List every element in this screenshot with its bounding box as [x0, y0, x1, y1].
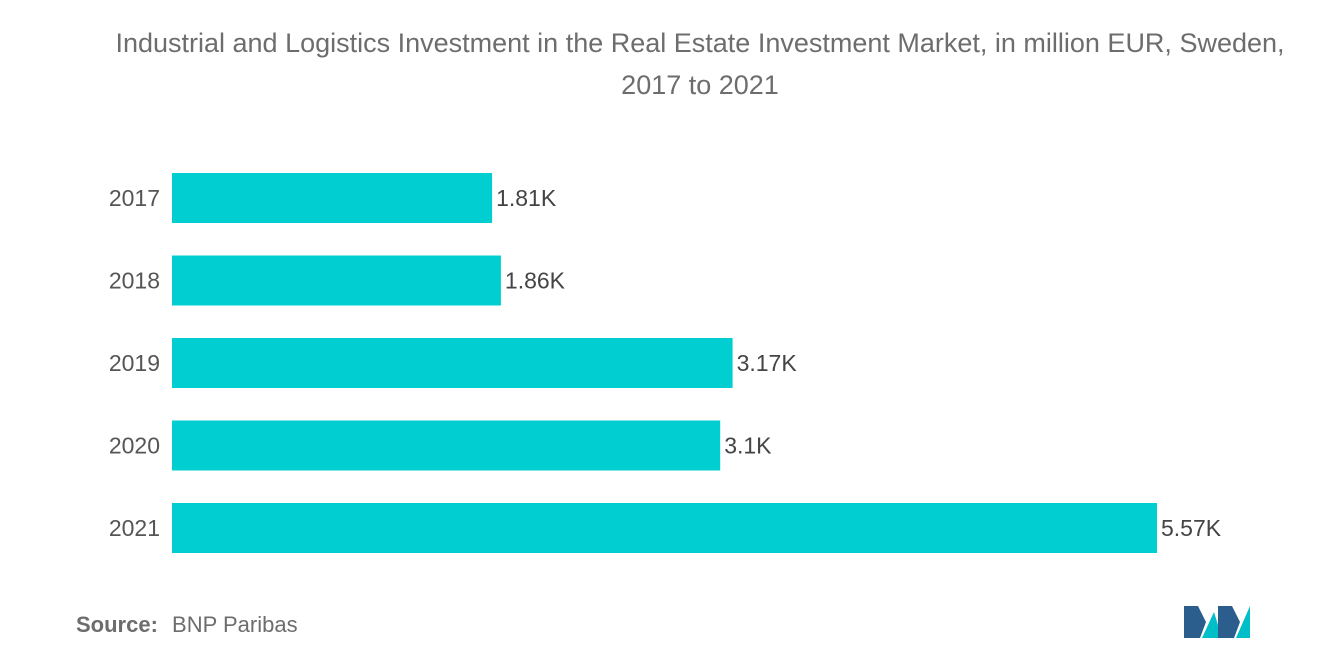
- y-tick-label-2018: 2018: [109, 268, 160, 294]
- data-label-2019: 3.17K: [737, 350, 798, 376]
- chart-title: Industrial and Logistics Investment in t…: [115, 28, 1285, 100]
- data-labels: 1.81K 1.86K 3.17K 3.1K 5.57K: [496, 185, 1222, 541]
- data-label-2017: 1.81K: [496, 185, 557, 211]
- y-tick-label-2020: 2020: [109, 433, 160, 459]
- data-label-2018: 1.86K: [505, 268, 566, 294]
- bar-2019: [172, 338, 733, 388]
- bar-2017: [172, 173, 493, 223]
- logo-shape-left: [1184, 606, 1206, 638]
- bars-group: [172, 173, 1157, 553]
- source-label: Source:: [76, 612, 158, 637]
- data-label-2020: 3.1K: [724, 433, 772, 459]
- bar-2018: [172, 255, 501, 306]
- y-tick-label-2021: 2021: [109, 515, 160, 541]
- logo-shape-mid-right: [1218, 606, 1240, 638]
- bar-2021: [172, 503, 1157, 553]
- mordor-intelligence-logo-icon: [1184, 606, 1250, 638]
- y-tick-label-2017: 2017: [109, 185, 160, 211]
- logo-shape-right: [1236, 606, 1250, 638]
- data-label-2021: 5.57K: [1161, 515, 1222, 541]
- y-axis-ticks: 2017 2018 2019 2020 2021: [109, 185, 160, 541]
- logo-shape-mid: [1202, 612, 1222, 638]
- y-tick-label-2019: 2019: [109, 350, 160, 376]
- bar-2020: [172, 420, 721, 471]
- source-text: BNP Paribas: [172, 612, 298, 637]
- bar-chart: 2017 2018 2019 2020 2021 1.81K 1.86K 3.17K 3.1K…: [109, 173, 1222, 553]
- source-note: Source: BNP Paribas: [76, 612, 298, 638]
